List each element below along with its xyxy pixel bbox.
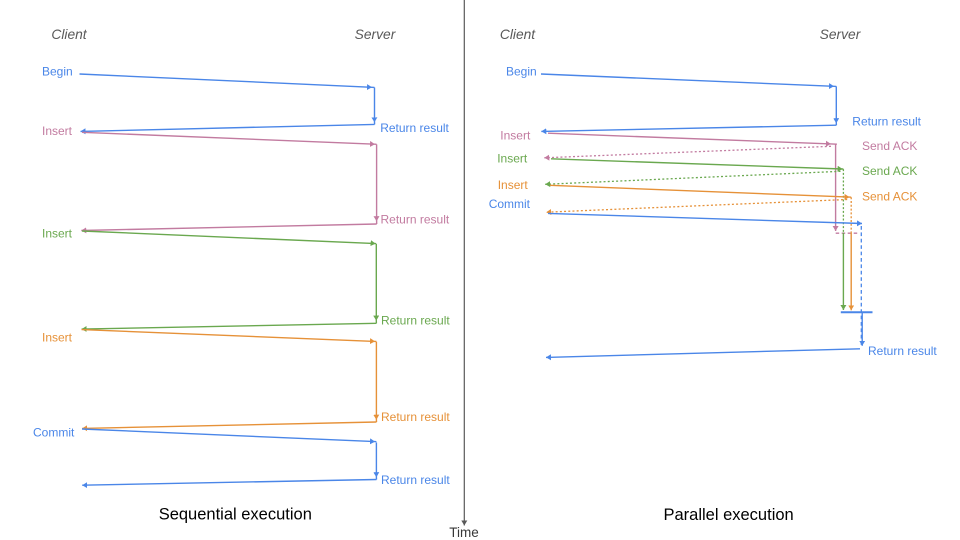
svg-text:Begin: Begin: [506, 64, 537, 78]
svg-text:Return result: Return result: [380, 121, 449, 135]
svg-text:Return result: Return result: [381, 473, 450, 487]
svg-text:Insert: Insert: [500, 129, 531, 143]
svg-text:Return result: Return result: [381, 410, 450, 424]
svg-text:Server: Server: [355, 27, 397, 42]
svg-text:Insert: Insert: [42, 227, 73, 241]
svg-text:Client: Client: [51, 27, 87, 42]
svg-text:Sequential execution: Sequential execution: [159, 506, 312, 524]
svg-text:Insert: Insert: [498, 178, 529, 192]
svg-text:Return result: Return result: [852, 115, 921, 129]
svg-text:Client: Client: [500, 27, 536, 42]
svg-text:Insert: Insert: [42, 124, 73, 138]
svg-text:Send ACK: Send ACK: [862, 164, 917, 178]
svg-text:Return result: Return result: [868, 344, 937, 358]
svg-text:Send ACK: Send ACK: [862, 189, 917, 203]
svg-text:Server: Server: [820, 27, 862, 42]
svg-text:Commit: Commit: [33, 426, 75, 440]
svg-text:Insert: Insert: [42, 330, 73, 344]
svg-text:Send ACK: Send ACK: [862, 139, 917, 153]
svg-text:Insert: Insert: [497, 152, 528, 166]
svg-text:Begin: Begin: [42, 64, 73, 78]
svg-text:Return result: Return result: [381, 213, 450, 227]
svg-text:Parallel execution: Parallel execution: [663, 506, 793, 524]
svg-text:Commit: Commit: [489, 197, 531, 211]
svg-text:Time: Time: [449, 525, 479, 540]
svg-text:Return result: Return result: [381, 313, 450, 327]
